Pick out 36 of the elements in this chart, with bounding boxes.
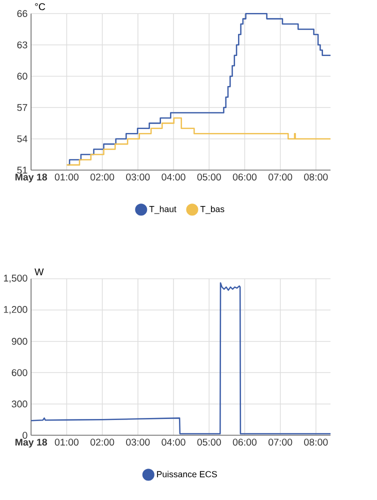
x-tick-label: 04:00 (162, 174, 186, 181)
y-tick-label: 1,500 (4, 274, 28, 283)
y-tick-label: 66 (17, 10, 28, 18)
legend-label: T_bas (200, 206, 224, 214)
y-axis-title: W (34, 268, 44, 276)
y-tick-label: 300 (12, 400, 28, 408)
y-tick-label: 900 (12, 338, 28, 345)
y-tick-label: 57 (17, 104, 28, 111)
y-tick-label: 63 (17, 41, 28, 48)
y-axis-title: °C (34, 3, 45, 10)
x-tick-label: 06:00 (232, 438, 256, 446)
x-tick-label: 06:00 (232, 174, 256, 181)
x-tick-label: 07:00 (268, 174, 292, 181)
x-tick-label: 03:00 (126, 438, 150, 446)
legend-label: Puissance ECS (156, 470, 217, 478)
y-tick-label: 600 (12, 369, 28, 376)
x-tick-label: 01:00 (54, 438, 78, 446)
x-tick-label: 05:00 (197, 174, 221, 181)
y-tick-label: 60 (17, 72, 28, 80)
x-tick-label: 03:00 (126, 174, 150, 181)
x-tick-label: 02:00 (90, 174, 114, 181)
y-tick-label: 51 (17, 166, 28, 174)
x-tick-label: 02:00 (90, 438, 114, 446)
y-tick-label: 54 (17, 135, 28, 142)
x-tick-label: 05:00 (197, 438, 221, 446)
x-tick-label: 08:00 (304, 438, 328, 446)
x-tick-label: May 18 (15, 438, 47, 448)
x-tick-label: 01:00 (54, 174, 78, 181)
x-tick-label: 04:00 (162, 438, 186, 446)
line-series (30, 282, 332, 434)
x-tick-label: 08:00 (304, 174, 328, 181)
x-tick-label: 07:00 (268, 438, 292, 446)
y-tick-label: 1,200 (4, 306, 28, 314)
y-tick-label: 0 (22, 432, 28, 439)
x-tick-label: May 18 (15, 174, 47, 182)
legend-label: T_haut (149, 206, 176, 214)
